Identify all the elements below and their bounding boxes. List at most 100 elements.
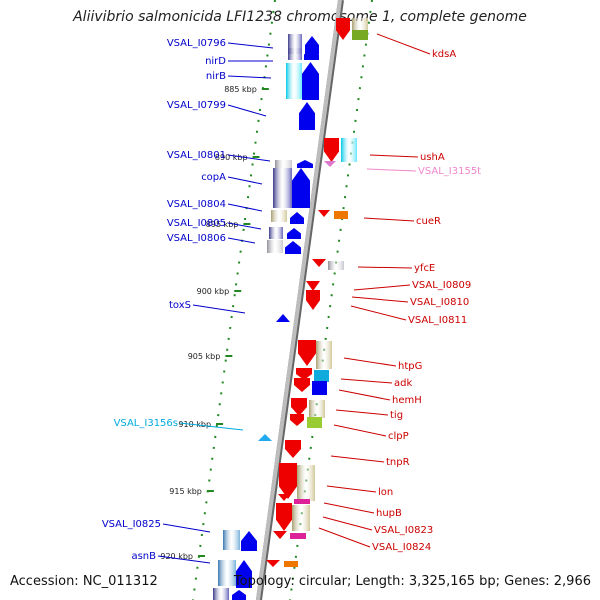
left-dotted-track <box>191 0 276 600</box>
gene-arrow <box>297 160 313 168</box>
gene-arrow <box>285 440 301 458</box>
leader-line <box>192 304 246 314</box>
gene-arrow <box>292 168 310 208</box>
gene-arrow <box>298 340 316 366</box>
leader-line <box>157 555 211 564</box>
leader-line <box>227 176 263 185</box>
gene-block <box>269 227 283 239</box>
gene-block <box>223 530 240 550</box>
kbp-label: 895 kbp <box>206 220 239 229</box>
gene-arrow <box>304 49 319 60</box>
gene-label-right: VSAL_I3155t <box>418 166 481 177</box>
gene-block <box>316 341 332 369</box>
gene-marker <box>318 210 330 217</box>
gene-label-right: lon <box>378 487 393 498</box>
gene-block <box>271 210 287 222</box>
kbp-label: 905 kbp <box>188 352 221 361</box>
gene-marker <box>266 560 280 567</box>
gene-label-left: VSAL_I0799 <box>167 100 226 111</box>
leader-line <box>376 33 431 55</box>
gene-arrow <box>276 503 292 531</box>
leader-line <box>227 154 271 162</box>
kbp-label: 885 kbp <box>224 85 257 94</box>
leader-line <box>338 389 391 401</box>
leader-line <box>366 168 417 172</box>
gene-label-left: nirB <box>206 71 226 82</box>
gene-arrow <box>285 241 301 254</box>
gene-arrow <box>306 290 320 310</box>
gene-label-left: VSAL_I3156s <box>114 418 178 429</box>
gene-block <box>218 560 236 586</box>
gene-label-right: yfcE <box>414 263 435 274</box>
gene-label-right: VSAL_I0823 <box>374 525 433 536</box>
gene-label-right: ushA <box>420 152 445 163</box>
gene-label-left: VSAL_I0804 <box>167 199 226 210</box>
leader-line <box>350 305 407 321</box>
gene-block <box>352 30 368 40</box>
gene-label-right: VSAL_I0811 <box>408 315 467 326</box>
kbp-label: 920 kbp <box>160 552 193 561</box>
leader-line <box>227 75 272 79</box>
gene-label-left: copA <box>201 172 226 183</box>
gene-marker <box>273 531 287 539</box>
leader-line <box>333 424 387 437</box>
kbp-label: 900 kbp <box>197 287 230 296</box>
gene-arrow <box>302 62 319 100</box>
gene-label-right: adk <box>394 378 412 389</box>
leader-line <box>363 217 415 222</box>
gene-marker <box>306 281 320 291</box>
gene-block <box>314 370 329 382</box>
backbone <box>255 0 342 600</box>
gene-block <box>213 588 229 600</box>
gene-arrow <box>290 212 304 224</box>
gene-label-left: asnB <box>131 551 156 562</box>
gene-label-left: VSAL_I0801 <box>167 150 226 161</box>
gene-block <box>284 561 298 567</box>
gene-arrow <box>287 228 301 239</box>
gene-arrow <box>324 138 339 162</box>
gene-marker <box>312 259 326 267</box>
gene-label-right: VSAL_I0824 <box>372 542 431 553</box>
leader-line <box>227 104 267 117</box>
gene-label-right: hupB <box>376 508 402 519</box>
gene-label-right: htpG <box>398 361 422 372</box>
gene-label-left: VSAL_I0796 <box>167 38 226 49</box>
gene-block <box>309 400 325 418</box>
map-title: Aliivibrio salmonicida LFI1238 chromosom… <box>73 9 527 25</box>
leader-line <box>357 266 413 269</box>
leader-line <box>369 154 419 158</box>
gene-label-right: hemH <box>392 395 422 406</box>
gene-marker <box>278 494 290 501</box>
leader-line <box>335 409 389 416</box>
gene-arrow <box>236 560 252 588</box>
gene-label-right: clpP <box>388 431 409 442</box>
gene-block <box>328 261 344 270</box>
leader-line <box>351 296 409 303</box>
gene-arrow <box>290 414 304 426</box>
gene-label-left: VSAL_I0825 <box>102 519 161 530</box>
gene-block <box>341 138 357 162</box>
leader-line <box>227 203 263 212</box>
gene-arrow <box>241 531 257 551</box>
gene-label-left: nirD <box>205 56 226 67</box>
leader-line <box>343 357 397 367</box>
gene-label-right: cueR <box>416 216 441 227</box>
gene-block <box>267 240 283 253</box>
leader-line <box>322 516 373 531</box>
leader-line <box>179 422 244 431</box>
gene-arrow <box>305 36 319 54</box>
gene-marker <box>276 314 290 322</box>
pseudogene-marker <box>324 161 336 167</box>
gene-label-right: kdsA <box>432 49 456 60</box>
gene-block <box>334 211 348 219</box>
gene-block <box>275 160 292 168</box>
gene-label-right: tig <box>390 410 403 421</box>
gene-block <box>297 465 315 501</box>
gene-arrow <box>232 590 246 600</box>
leader-line <box>227 237 256 244</box>
gene-block <box>290 533 306 539</box>
gene-label-right: VSAL_I0809 <box>412 280 471 291</box>
kbp-label: 915 kbp <box>169 487 202 496</box>
accession-text: Accession: NC_011312 <box>10 574 158 589</box>
